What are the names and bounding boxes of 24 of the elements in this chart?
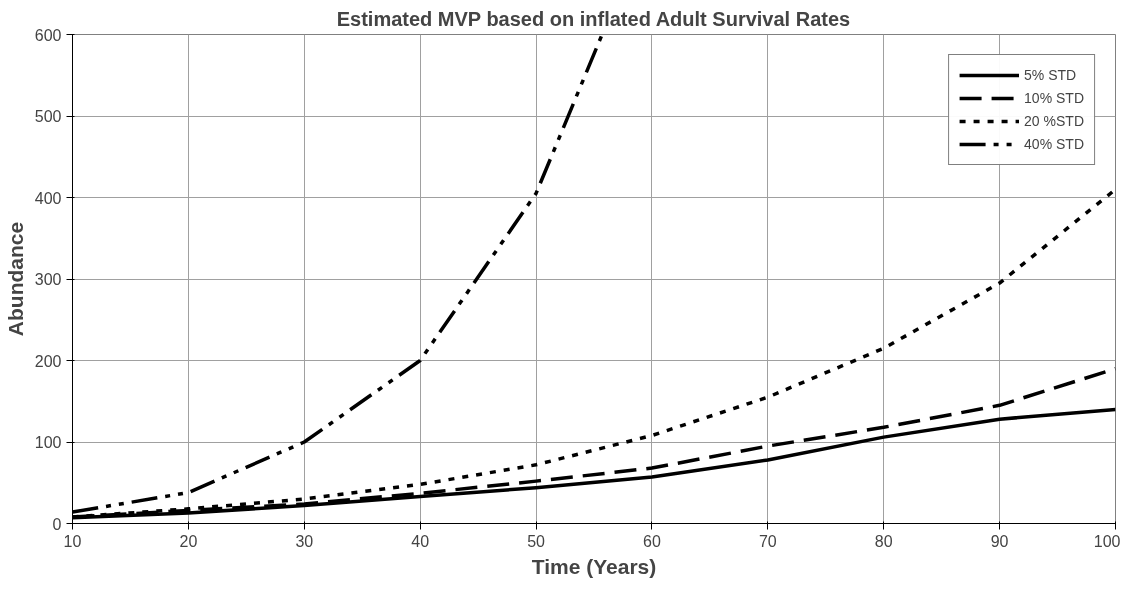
x-tick-label: 70	[758, 532, 777, 550]
y-tick-label: 400	[34, 189, 62, 207]
x-tick-label: 10	[63, 532, 82, 550]
y-tick-label: 600	[34, 26, 62, 44]
x-tick-label: 90	[990, 532, 1009, 550]
y-tick-label: 100	[34, 434, 62, 451]
chart-title: Estimated MVP based on inflated Adult Survival Rates	[336, 7, 851, 30]
x-tick-label: 40	[411, 532, 430, 550]
y-tick-label: 0	[52, 515, 62, 533]
y-tick-label: 200	[34, 352, 62, 370]
legend-label: 10% STD	[1024, 90, 1084, 106]
y-axis-title: Abundance	[3, 221, 27, 337]
x-tick-label: 100	[1093, 532, 1121, 550]
x-tick-label: 30	[295, 532, 314, 550]
x-tick-label: 80	[874, 532, 893, 550]
x-axis-title: Time (Years)	[531, 554, 657, 578]
legend-label: 5% STD	[1024, 67, 1077, 83]
y-tick-label: 300	[34, 271, 62, 288]
x-tick-label: 20	[179, 532, 198, 550]
legend-label: 40% STD	[1024, 136, 1084, 152]
y-tick-label: 500	[34, 108, 62, 125]
legend-label: 20 %STD	[1024, 113, 1084, 129]
x-tick-label: 50	[527, 532, 546, 550]
x-tick-label: 60	[643, 532, 661, 550]
